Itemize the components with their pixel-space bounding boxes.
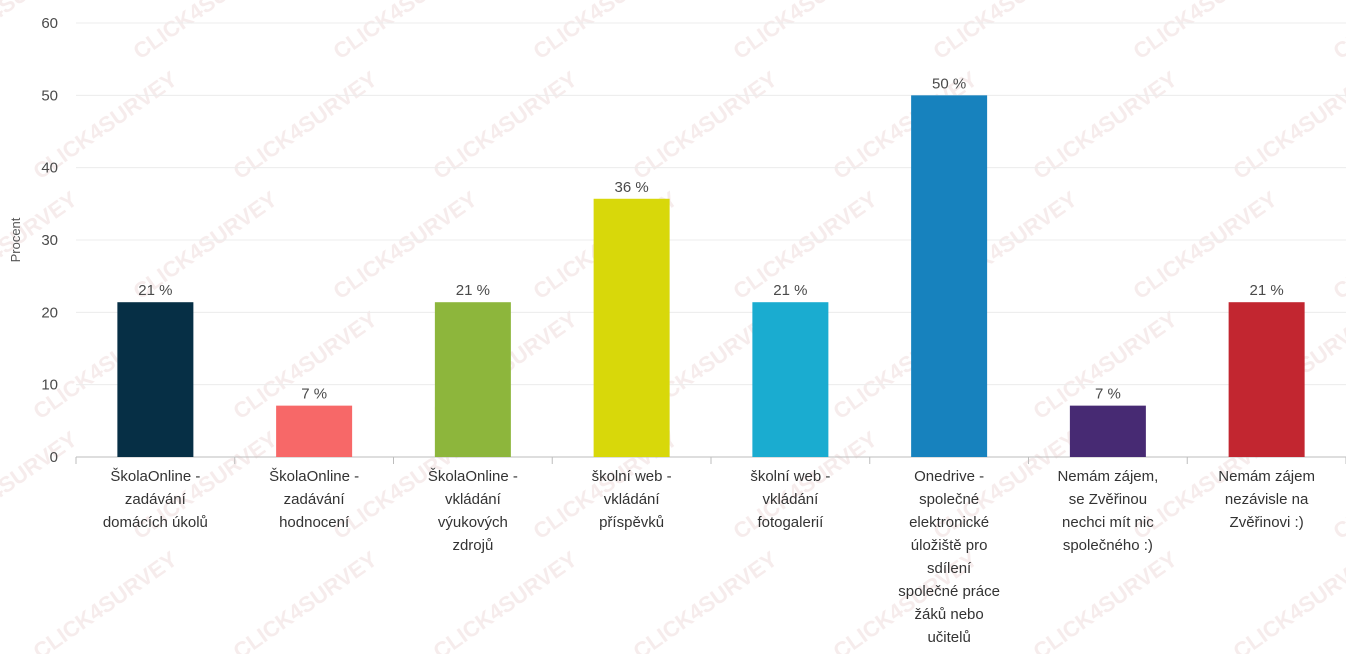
y-tick-label: 40 (41, 160, 58, 177)
data-label: 21 % (1250, 282, 1284, 299)
watermark-text: CLICK4SURVEY (0, 0, 82, 64)
watermark-text: CLICK4SURVEY (229, 66, 382, 184)
watermark-text: CLICK4SURVEY (1329, 0, 1346, 64)
bar (276, 405, 353, 457)
axes: 0 10 20 30 40 50 60 Procent ŠkolaOnline -zadáván… (8, 15, 1346, 646)
data-label: 21 % (456, 282, 490, 299)
watermark-text: CLICK4SURVEY (529, 0, 682, 64)
category-label: Onedrive -společné elektronické úložiště p… (898, 468, 1000, 646)
y-tick-label: 60 (41, 15, 58, 32)
watermark-text: CLICK4SURVEY (29, 546, 182, 654)
bar (434, 302, 511, 457)
category-label: Nemám zájem, se Zvěřinou nechci mít nic spo… (1057, 468, 1158, 554)
watermark-text: CLICK4SURVEY (729, 0, 882, 64)
watermark-text: CLICK4SURVEY (1229, 546, 1346, 654)
data-label: 36 % (615, 179, 649, 196)
category-label: Nemám zájem nezávisle na Zvěřinovi :) (1218, 468, 1315, 531)
bar (117, 302, 194, 457)
watermark-text: CLICK4SURVEY (1129, 0, 1282, 64)
category-label: ŠkolaOnline -zadávání domácích úkolů (103, 468, 208, 531)
bar (752, 302, 829, 457)
data-label: 7 % (1095, 386, 1121, 403)
watermark-text: CLICK4SURVEY (929, 0, 1082, 64)
watermark-text: CLICK4SURVEY (0, 426, 82, 544)
bar (911, 95, 988, 457)
bar (1069, 405, 1146, 457)
watermark-text: CLICK4SURVEY (629, 546, 782, 654)
watermark-text: CLICK4SURVEY (429, 546, 582, 654)
watermark-text: CLICK4SURVEY (429, 66, 582, 184)
data-label: 21 % (773, 282, 807, 299)
watermark-text: CLICK4SURVEY (329, 0, 482, 64)
category-label: školní web -vkládání fotogalerií (750, 468, 830, 531)
category-label: školní web -vkládání příspěvků (592, 468, 672, 531)
watermark-text: CLICK4SURVEY (1029, 546, 1182, 654)
bar (593, 198, 670, 457)
y-tick-label: 50 (41, 87, 58, 104)
bars (117, 95, 1305, 457)
y-axis-title: Procent (8, 217, 23, 262)
data-label: 21 % (138, 282, 172, 299)
watermark-text: CLICK4SURVEY (1029, 66, 1182, 184)
watermark-text: CLICK4SURVEY (1229, 66, 1346, 184)
category-label: ŠkolaOnline -zadávání hodnocení (269, 468, 359, 531)
y-tick-label: 10 (41, 377, 58, 394)
y-tick-label: 20 (41, 304, 58, 321)
watermark-text: CLICK4SURVEY (1329, 426, 1346, 544)
y-tick-label: 0 (50, 449, 58, 466)
data-label: 50 % (932, 75, 966, 92)
watermark-text: CLICK4SURVEY (1329, 186, 1346, 304)
watermark-text: CLICK4SURVEY (229, 546, 382, 654)
bar (1228, 302, 1305, 457)
watermark-text: CLICK4SURVEY (629, 66, 782, 184)
data-labels: 21 % 7 % 21 % 36 % 21 % 50 % 7 % 21 % (138, 75, 1283, 402)
y-tick-label: 30 (41, 232, 58, 249)
category-label: ŠkolaOnline -vkládání výukových zdrojů (428, 468, 518, 554)
watermark-text: CLICK4SURVEY (129, 0, 282, 64)
data-label: 7 % (301, 386, 327, 403)
